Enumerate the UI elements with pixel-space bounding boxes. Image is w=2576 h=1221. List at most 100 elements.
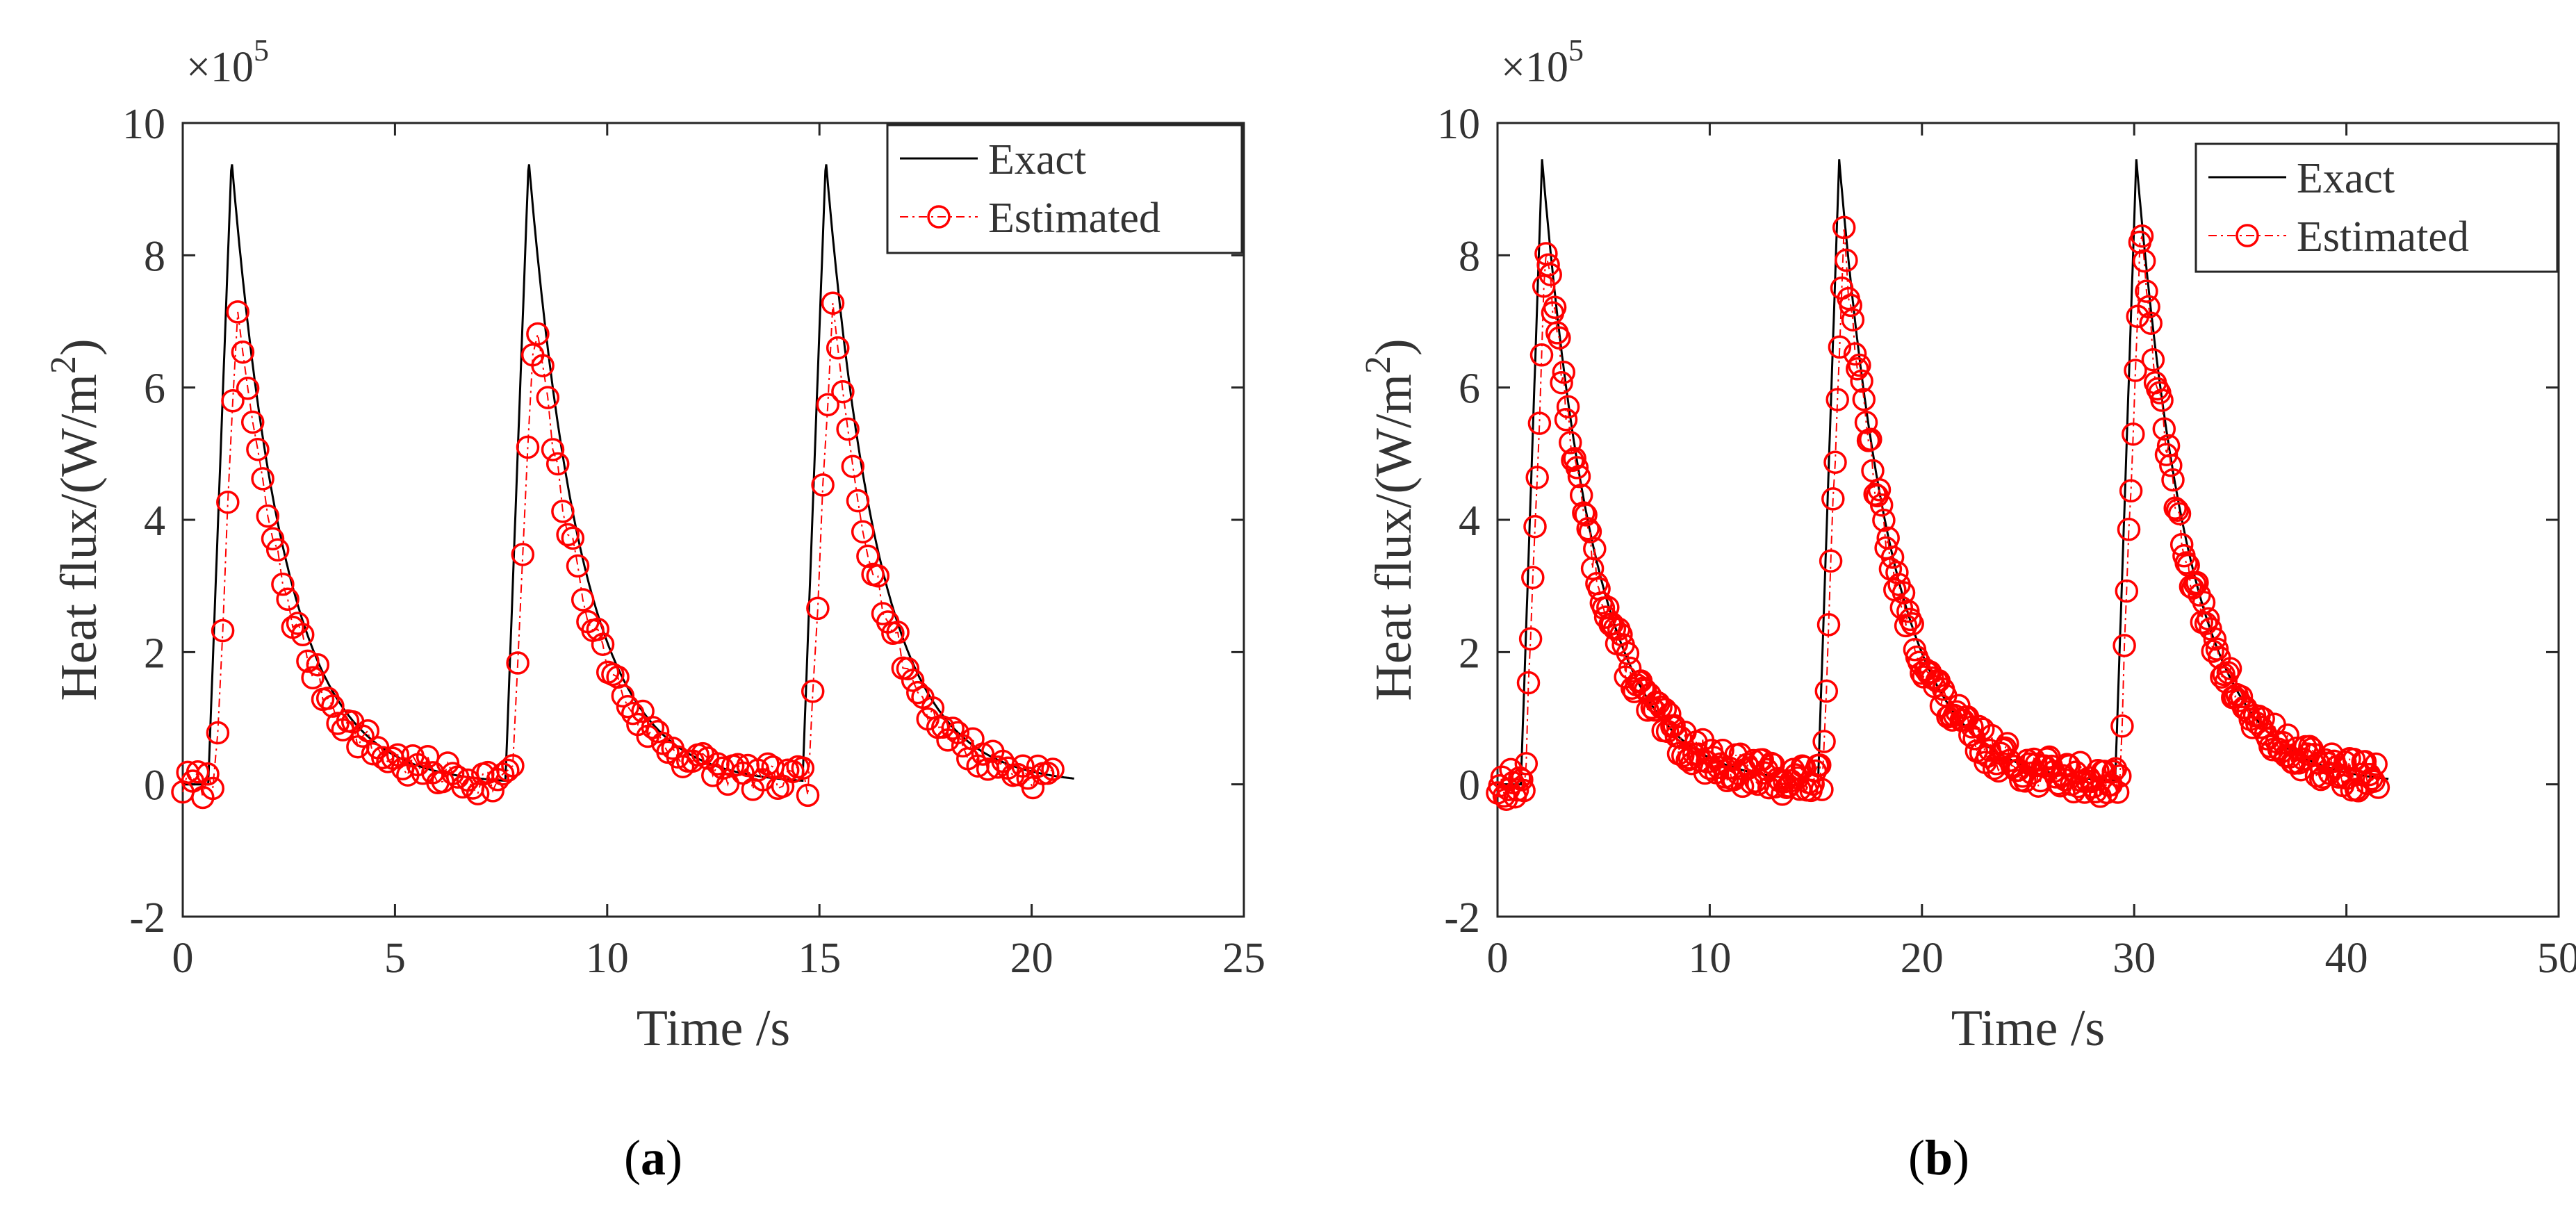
- legend-estimated-label: Estimated: [988, 195, 1160, 242]
- estimated-point: [2366, 776, 2390, 799]
- x-tick-label: 40: [2325, 935, 2368, 982]
- estimated-point: [591, 632, 615, 656]
- estimated-point: [326, 712, 350, 735]
- estimated-point: [1521, 566, 1545, 589]
- estimated-point: [806, 596, 830, 621]
- estimated-point: [1516, 671, 1541, 695]
- estimated-point: [1539, 263, 1562, 286]
- estimated-point: [841, 454, 865, 478]
- estimated-point: [1550, 370, 1573, 395]
- estimated-point: [511, 543, 535, 566]
- estimated-point: [866, 564, 890, 588]
- estimated-point: [1505, 778, 1529, 802]
- estimated-point: [1041, 757, 1065, 781]
- estimated-point: [556, 523, 580, 547]
- estimated-point: [306, 653, 330, 677]
- estimated-point: [1854, 411, 1878, 434]
- estimated-point: [206, 721, 230, 745]
- y-tick-label: 4: [144, 498, 165, 545]
- panel-label-a: (a): [624, 1130, 682, 1186]
- estimated-point: [211, 618, 235, 643]
- estimated-point: [1662, 714, 1686, 737]
- estimated-point: [216, 490, 240, 514]
- estimated-point: [286, 612, 310, 635]
- estimated-point: [321, 694, 345, 718]
- estimated-point: [2165, 498, 2190, 522]
- estimated-point: [240, 410, 265, 434]
- estimated-point: [1996, 732, 2019, 755]
- estimated-point: [621, 701, 645, 726]
- estimated-point: [221, 389, 245, 413]
- estimated-point: [265, 538, 290, 562]
- estimated-point: [561, 526, 585, 550]
- estimated-point: [646, 719, 670, 744]
- estimated-point: [1565, 456, 1589, 480]
- x-tick-label: 15: [798, 935, 841, 982]
- x-tick-label: 20: [1901, 935, 1944, 982]
- estimated-point: [931, 715, 955, 739]
- estimated-point: [1508, 766, 1532, 790]
- estimated-point: [1810, 778, 1834, 801]
- estimated-point: [586, 617, 610, 641]
- legend-estimated-marker: [2235, 224, 2259, 247]
- estimated-point: [2154, 443, 2179, 466]
- estimated-point: [2130, 224, 2154, 248]
- estimated-point: [386, 743, 410, 767]
- y-tick-label: 6: [144, 366, 165, 413]
- estimated-point: [1616, 641, 1640, 666]
- series-estimated-markers: [171, 291, 1065, 810]
- estimated-point: [1583, 536, 1607, 561]
- estimated-point: [801, 680, 825, 703]
- estimated-point: [1885, 561, 1909, 584]
- estimated-point: [1901, 612, 1924, 636]
- estimated-point: [1580, 557, 1605, 580]
- estimated-point: [2203, 627, 2227, 651]
- estimated-point: [1960, 715, 1984, 739]
- y-tick-label: 2: [144, 630, 165, 677]
- estimated-point: [1036, 761, 1060, 785]
- estimated-point: [1859, 427, 1882, 451]
- estimated-point: [1512, 778, 1536, 803]
- y-tick-label: 0: [144, 762, 165, 810]
- y-exponent-label: ×105: [186, 33, 269, 91]
- estimated-point: [536, 386, 560, 409]
- estimated-point: [246, 437, 270, 461]
- x-axis: 0 10 20 30 40 50: [1487, 123, 2576, 982]
- estimated-point: [826, 336, 850, 360]
- estimated-point: [1852, 388, 1876, 411]
- estimated-point: [1536, 253, 1560, 277]
- series-estimated-markers: [1486, 215, 2390, 811]
- estimated-point: [821, 291, 845, 315]
- estimated-point: [196, 762, 220, 786]
- panel-label-b: (b): [1908, 1130, 1969, 1186]
- estimated-point: [1552, 360, 1576, 384]
- estimated-point: [496, 758, 520, 782]
- estimated-point: [1559, 431, 1582, 454]
- legend-estimated-label: Estimated: [2297, 213, 2469, 261]
- estimated-point: [1668, 726, 1693, 749]
- estimated-point: [851, 520, 875, 543]
- estimated-point: [481, 779, 504, 803]
- x-axis-label: Time /s: [637, 1000, 790, 1057]
- estimated-point: [1576, 517, 1600, 541]
- estimated-point: [1839, 293, 1862, 318]
- estimated-point: [1867, 478, 1892, 502]
- estimated-point: [1543, 295, 1567, 320]
- legend-estimated-marker: [927, 205, 951, 229]
- estimated-point: [791, 756, 815, 780]
- estimated-point: [1826, 388, 1849, 411]
- estimated-point: [551, 500, 575, 523]
- estimated-point: [2364, 752, 2388, 776]
- estimated-point: [276, 587, 300, 612]
- estimated-point: [1525, 466, 1549, 489]
- estimated-point: [290, 623, 315, 647]
- y-tick-label: -2: [1444, 894, 1480, 942]
- estimated-point: [501, 754, 525, 778]
- estimated-point: [946, 721, 970, 745]
- estimated-point: [1532, 274, 1556, 298]
- estimated-point: [1892, 581, 1916, 605]
- estimated-point: [1529, 343, 1554, 367]
- estimated-point: [1631, 676, 1655, 700]
- estimated-point: [356, 719, 380, 743]
